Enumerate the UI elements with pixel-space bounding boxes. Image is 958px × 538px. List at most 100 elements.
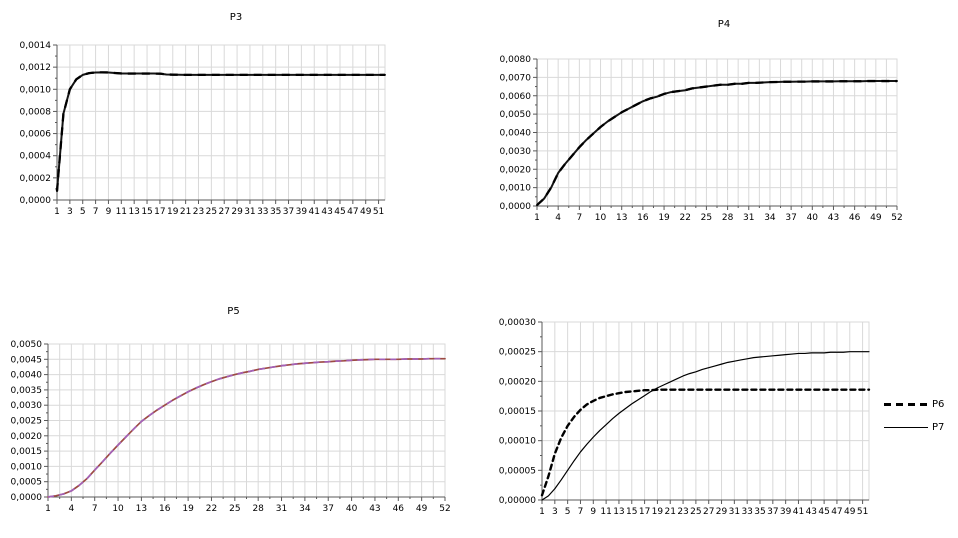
svg-text:27: 27 <box>703 507 714 517</box>
svg-text:0,00015: 0,00015 <box>499 407 536 417</box>
svg-text:21: 21 <box>665 507 676 517</box>
svg-text:0,0015: 0,0015 <box>11 447 43 457</box>
svg-text:5: 5 <box>80 207 86 217</box>
svg-text:31: 31 <box>276 504 287 514</box>
svg-text:0,0050: 0,0050 <box>500 110 532 120</box>
chart-p5-title: P5 <box>227 306 240 317</box>
svg-text:0,0020: 0,0020 <box>500 165 532 175</box>
svg-text:25: 25 <box>229 504 240 514</box>
svg-text:33: 33 <box>741 507 752 517</box>
svg-text:29: 29 <box>716 507 728 517</box>
legend-item-p7: P7 <box>884 416 944 439</box>
svg-text:0,0030: 0,0030 <box>500 147 532 157</box>
svg-text:0,00010: 0,00010 <box>499 437 536 447</box>
svg-text:43: 43 <box>369 504 380 514</box>
svg-text:1: 1 <box>539 507 545 517</box>
chart-p6-p7-plot: 0,00000 0,00005 0,00010 0,00015 0,00020 0,000… <box>499 318 871 517</box>
svg-text:1: 1 <box>54 207 60 217</box>
svg-text:17: 17 <box>154 207 165 217</box>
svg-text:49: 49 <box>360 207 372 217</box>
svg-text:0,00030: 0,00030 <box>499 318 536 328</box>
svg-text:3: 3 <box>552 507 558 517</box>
svg-text:34: 34 <box>299 504 311 514</box>
svg-text:0,0012: 0,0012 <box>20 63 52 73</box>
svg-text:37: 37 <box>785 213 796 223</box>
svg-text:17: 17 <box>639 507 650 517</box>
svg-text:0,00020: 0,00020 <box>499 377 536 387</box>
svg-text:0,0060: 0,0060 <box>500 92 532 102</box>
svg-text:0,0005: 0,0005 <box>11 478 43 488</box>
svg-text:0,0020: 0,0020 <box>11 432 43 442</box>
svg-text:52: 52 <box>439 504 450 514</box>
svg-text:51: 51 <box>857 507 868 517</box>
svg-text:13: 13 <box>616 213 627 223</box>
svg-text:41: 41 <box>793 507 804 517</box>
svg-text:47: 47 <box>831 507 842 517</box>
svg-text:0,0040: 0,0040 <box>11 371 43 381</box>
legend-label-p7: P7 <box>932 422 945 433</box>
legend-item-p6: P6 <box>884 393 944 416</box>
svg-text:19: 19 <box>658 213 670 223</box>
legend-label-p6: P6 <box>932 399 945 410</box>
svg-text:23: 23 <box>193 207 204 217</box>
p6-dashed-line-swatch <box>884 403 928 406</box>
svg-text:31: 31 <box>743 213 754 223</box>
svg-text:28: 28 <box>722 213 734 223</box>
svg-text:34: 34 <box>764 213 776 223</box>
svg-text:51: 51 <box>373 207 384 217</box>
svg-text:0,0002: 0,0002 <box>20 174 52 184</box>
svg-text:0,0070: 0,0070 <box>500 73 532 83</box>
svg-text:9: 9 <box>590 507 596 517</box>
chart-p4-title: P4 <box>717 19 731 30</box>
svg-text:0,0025: 0,0025 <box>11 417 43 427</box>
svg-text:7: 7 <box>92 504 98 514</box>
svg-text:0,0035: 0,0035 <box>11 386 43 396</box>
svg-text:37: 37 <box>323 504 334 514</box>
svg-text:10: 10 <box>595 213 607 223</box>
svg-text:13: 13 <box>128 207 139 217</box>
svg-text:11: 11 <box>116 207 127 217</box>
svg-text:41: 41 <box>309 207 320 217</box>
svg-text:25: 25 <box>206 207 217 217</box>
svg-text:23: 23 <box>677 507 688 517</box>
svg-text:43: 43 <box>828 213 839 223</box>
svg-text:0,0004: 0,0004 <box>20 152 52 162</box>
svg-text:46: 46 <box>393 504 405 514</box>
svg-text:4: 4 <box>68 504 74 514</box>
svg-text:27: 27 <box>218 207 229 217</box>
svg-text:19: 19 <box>652 507 664 517</box>
svg-text:5: 5 <box>565 507 571 517</box>
chart-p5-plot: 0,0000 0,0005 0,0010 0,0015 0,0020 0,0025 0,00… <box>11 340 451 514</box>
chart-p3-title: P3 <box>229 12 243 23</box>
svg-text:0,0080: 0,0080 <box>500 55 532 65</box>
svg-text:0,0030: 0,0030 <box>11 401 43 411</box>
svg-text:31: 31 <box>729 507 740 517</box>
svg-text:29: 29 <box>231 207 243 217</box>
svg-text:0,0000: 0,0000 <box>11 493 43 503</box>
svg-text:45: 45 <box>334 207 345 217</box>
svg-text:28: 28 <box>252 504 264 514</box>
svg-text:11: 11 <box>600 507 611 517</box>
svg-text:33: 33 <box>257 207 268 217</box>
svg-text:13: 13 <box>136 504 147 514</box>
svg-text:0,0050: 0,0050 <box>11 340 43 350</box>
svg-text:43: 43 <box>806 507 817 517</box>
svg-text:0,0006: 0,0006 <box>20 130 52 140</box>
svg-text:49: 49 <box>870 213 882 223</box>
svg-text:0,0045: 0,0045 <box>11 355 43 365</box>
svg-text:0,00025: 0,00025 <box>499 348 536 358</box>
svg-text:0,0008: 0,0008 <box>20 107 52 117</box>
chart-p6-p7-legend: P6 P7 <box>884 393 944 439</box>
svg-text:52: 52 <box>891 213 902 223</box>
svg-text:39: 39 <box>780 507 792 517</box>
svg-text:21: 21 <box>180 207 191 217</box>
svg-text:3: 3 <box>67 207 73 217</box>
svg-text:0,00000: 0,00000 <box>499 496 536 506</box>
svg-text:19: 19 <box>182 504 194 514</box>
svg-text:43: 43 <box>321 207 332 217</box>
svg-text:19: 19 <box>167 207 179 217</box>
svg-text:31: 31 <box>244 207 255 217</box>
svg-text:0,0040: 0,0040 <box>500 129 532 139</box>
svg-text:22: 22 <box>206 504 217 514</box>
